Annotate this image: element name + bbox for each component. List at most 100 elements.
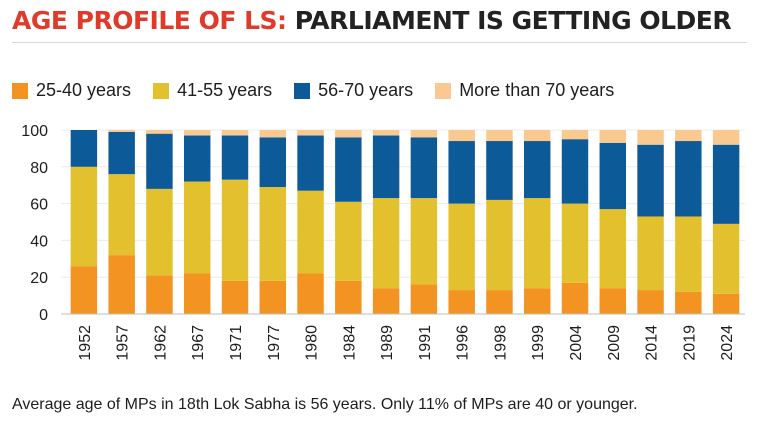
bar-segment (637, 144, 664, 217)
x-tick-label: 1998 (492, 325, 509, 361)
y-tick-label: 80 (30, 160, 48, 177)
x-tick-label: 1996 (455, 325, 472, 361)
y-tick-label: 40 (30, 233, 48, 250)
bar-segment (486, 290, 513, 314)
x-tick-label: 1952 (77, 325, 94, 361)
x-tick-label: 2004 (568, 325, 585, 361)
bar-segment (561, 282, 589, 314)
bar-segment (146, 275, 173, 314)
bar-segment (599, 288, 626, 314)
legend-label-41-55: 41-55 years (177, 80, 273, 100)
bar-segment (221, 280, 249, 314)
bar-segment (410, 130, 438, 138)
bar-segment (221, 130, 249, 136)
bar-segment (410, 137, 438, 199)
bar-segment (335, 201, 362, 281)
bar-segment (70, 130, 98, 167)
bar-segment (297, 190, 324, 274)
bar-segment (448, 290, 475, 314)
bar-segment (184, 135, 211, 182)
bar-segment (184, 273, 211, 314)
legend-swatch-25-40 (12, 82, 28, 99)
footnote: Average age of MPs in 18th Lok Sabha is … (12, 396, 638, 413)
legend-swatch-56-70 (294, 82, 311, 99)
bar-segment (524, 288, 551, 314)
bar-segment (335, 137, 362, 202)
legend-label-25-40: 25-40 years (36, 80, 132, 100)
bar-segment (184, 181, 211, 274)
bar-segment (108, 255, 135, 314)
bar-segment (335, 130, 362, 138)
x-tick-label: 2019 (681, 325, 698, 361)
bar-segment (259, 130, 286, 138)
legend-item-41-55: 41-55 years (153, 80, 272, 101)
bar-segment (712, 223, 740, 294)
legend-swatch-70-plus (435, 82, 452, 99)
bar-segment (561, 130, 589, 140)
bar-segment (561, 139, 589, 204)
bar-segment (599, 209, 626, 289)
bar-segment (675, 291, 702, 314)
bar-segment (146, 130, 173, 134)
bar-segment (184, 130, 211, 136)
bar-segment (108, 131, 135, 175)
x-tick-label: 2024 (719, 325, 736, 361)
x-tick-label: 1984 (341, 325, 358, 361)
bar-segment (70, 166, 98, 267)
bar-segment (221, 135, 249, 180)
bar-segment (599, 142, 626, 210)
bar-segment (675, 130, 702, 142)
bar-segment (448, 130, 475, 142)
y-tick-label: 0 (39, 307, 48, 324)
legend-swatch-41-55 (153, 82, 170, 99)
bar-segment (372, 198, 400, 289)
bar-segment (675, 141, 702, 217)
y-tick-label: 100 (21, 123, 48, 140)
x-tick-label: 1980 (304, 325, 321, 361)
bar-segment (70, 266, 98, 314)
legend-label-56-70: 56-70 years (318, 80, 414, 100)
bar-segment (675, 216, 702, 292)
chart-title: AGE PROFILE OF LS: PARLIAMENT IS GETTING… (12, 6, 732, 35)
bar-segment (524, 198, 551, 289)
y-tick-label: 60 (30, 197, 48, 214)
bar-segment (599, 130, 626, 143)
bar-segment (486, 130, 513, 142)
x-tick-label: 2014 (644, 325, 661, 361)
x-tick-label: 1957 (115, 325, 132, 361)
bar-segment (637, 216, 664, 291)
bar-segment (372, 130, 400, 136)
bar-segment (297, 273, 324, 314)
x-tick-label: 1967 (190, 325, 207, 361)
bar-segment (561, 203, 589, 283)
bar-segment (221, 179, 249, 281)
bar-segment (637, 130, 664, 145)
bar-segment (524, 130, 551, 142)
x-tick-label: 1977 (266, 325, 283, 361)
bar-segment (335, 280, 362, 314)
bar-segment (259, 280, 286, 314)
bar-segment (410, 284, 438, 314)
y-tick-label: 20 (30, 270, 48, 287)
bar-segment (297, 130, 324, 136)
chart-title-part1: AGE PROFILE OF LS: (12, 6, 287, 35)
bar-segment (297, 135, 324, 191)
x-tick-label: 1999 (530, 325, 547, 361)
bar-segment (448, 141, 475, 204)
bar-segment (448, 203, 475, 291)
bar-segment (712, 293, 740, 314)
x-tick-label: 1971 (228, 325, 245, 361)
bar-segment (410, 198, 438, 285)
bar-segment (712, 130, 740, 145)
x-tick-label: 1991 (417, 325, 434, 361)
bar-segment (637, 290, 664, 314)
legend-item-25-40: 25-40 years (12, 80, 131, 101)
bar-segment (108, 130, 135, 132)
legend: 25-40 years 41-55 years 56-70 years More… (12, 80, 636, 101)
legend-item-56-70: 56-70 years (294, 80, 413, 101)
bar-segment (486, 141, 513, 200)
bar-segment (108, 174, 135, 256)
bar-segment (712, 144, 740, 224)
legend-item-70-plus: More than 70 years (435, 80, 614, 101)
